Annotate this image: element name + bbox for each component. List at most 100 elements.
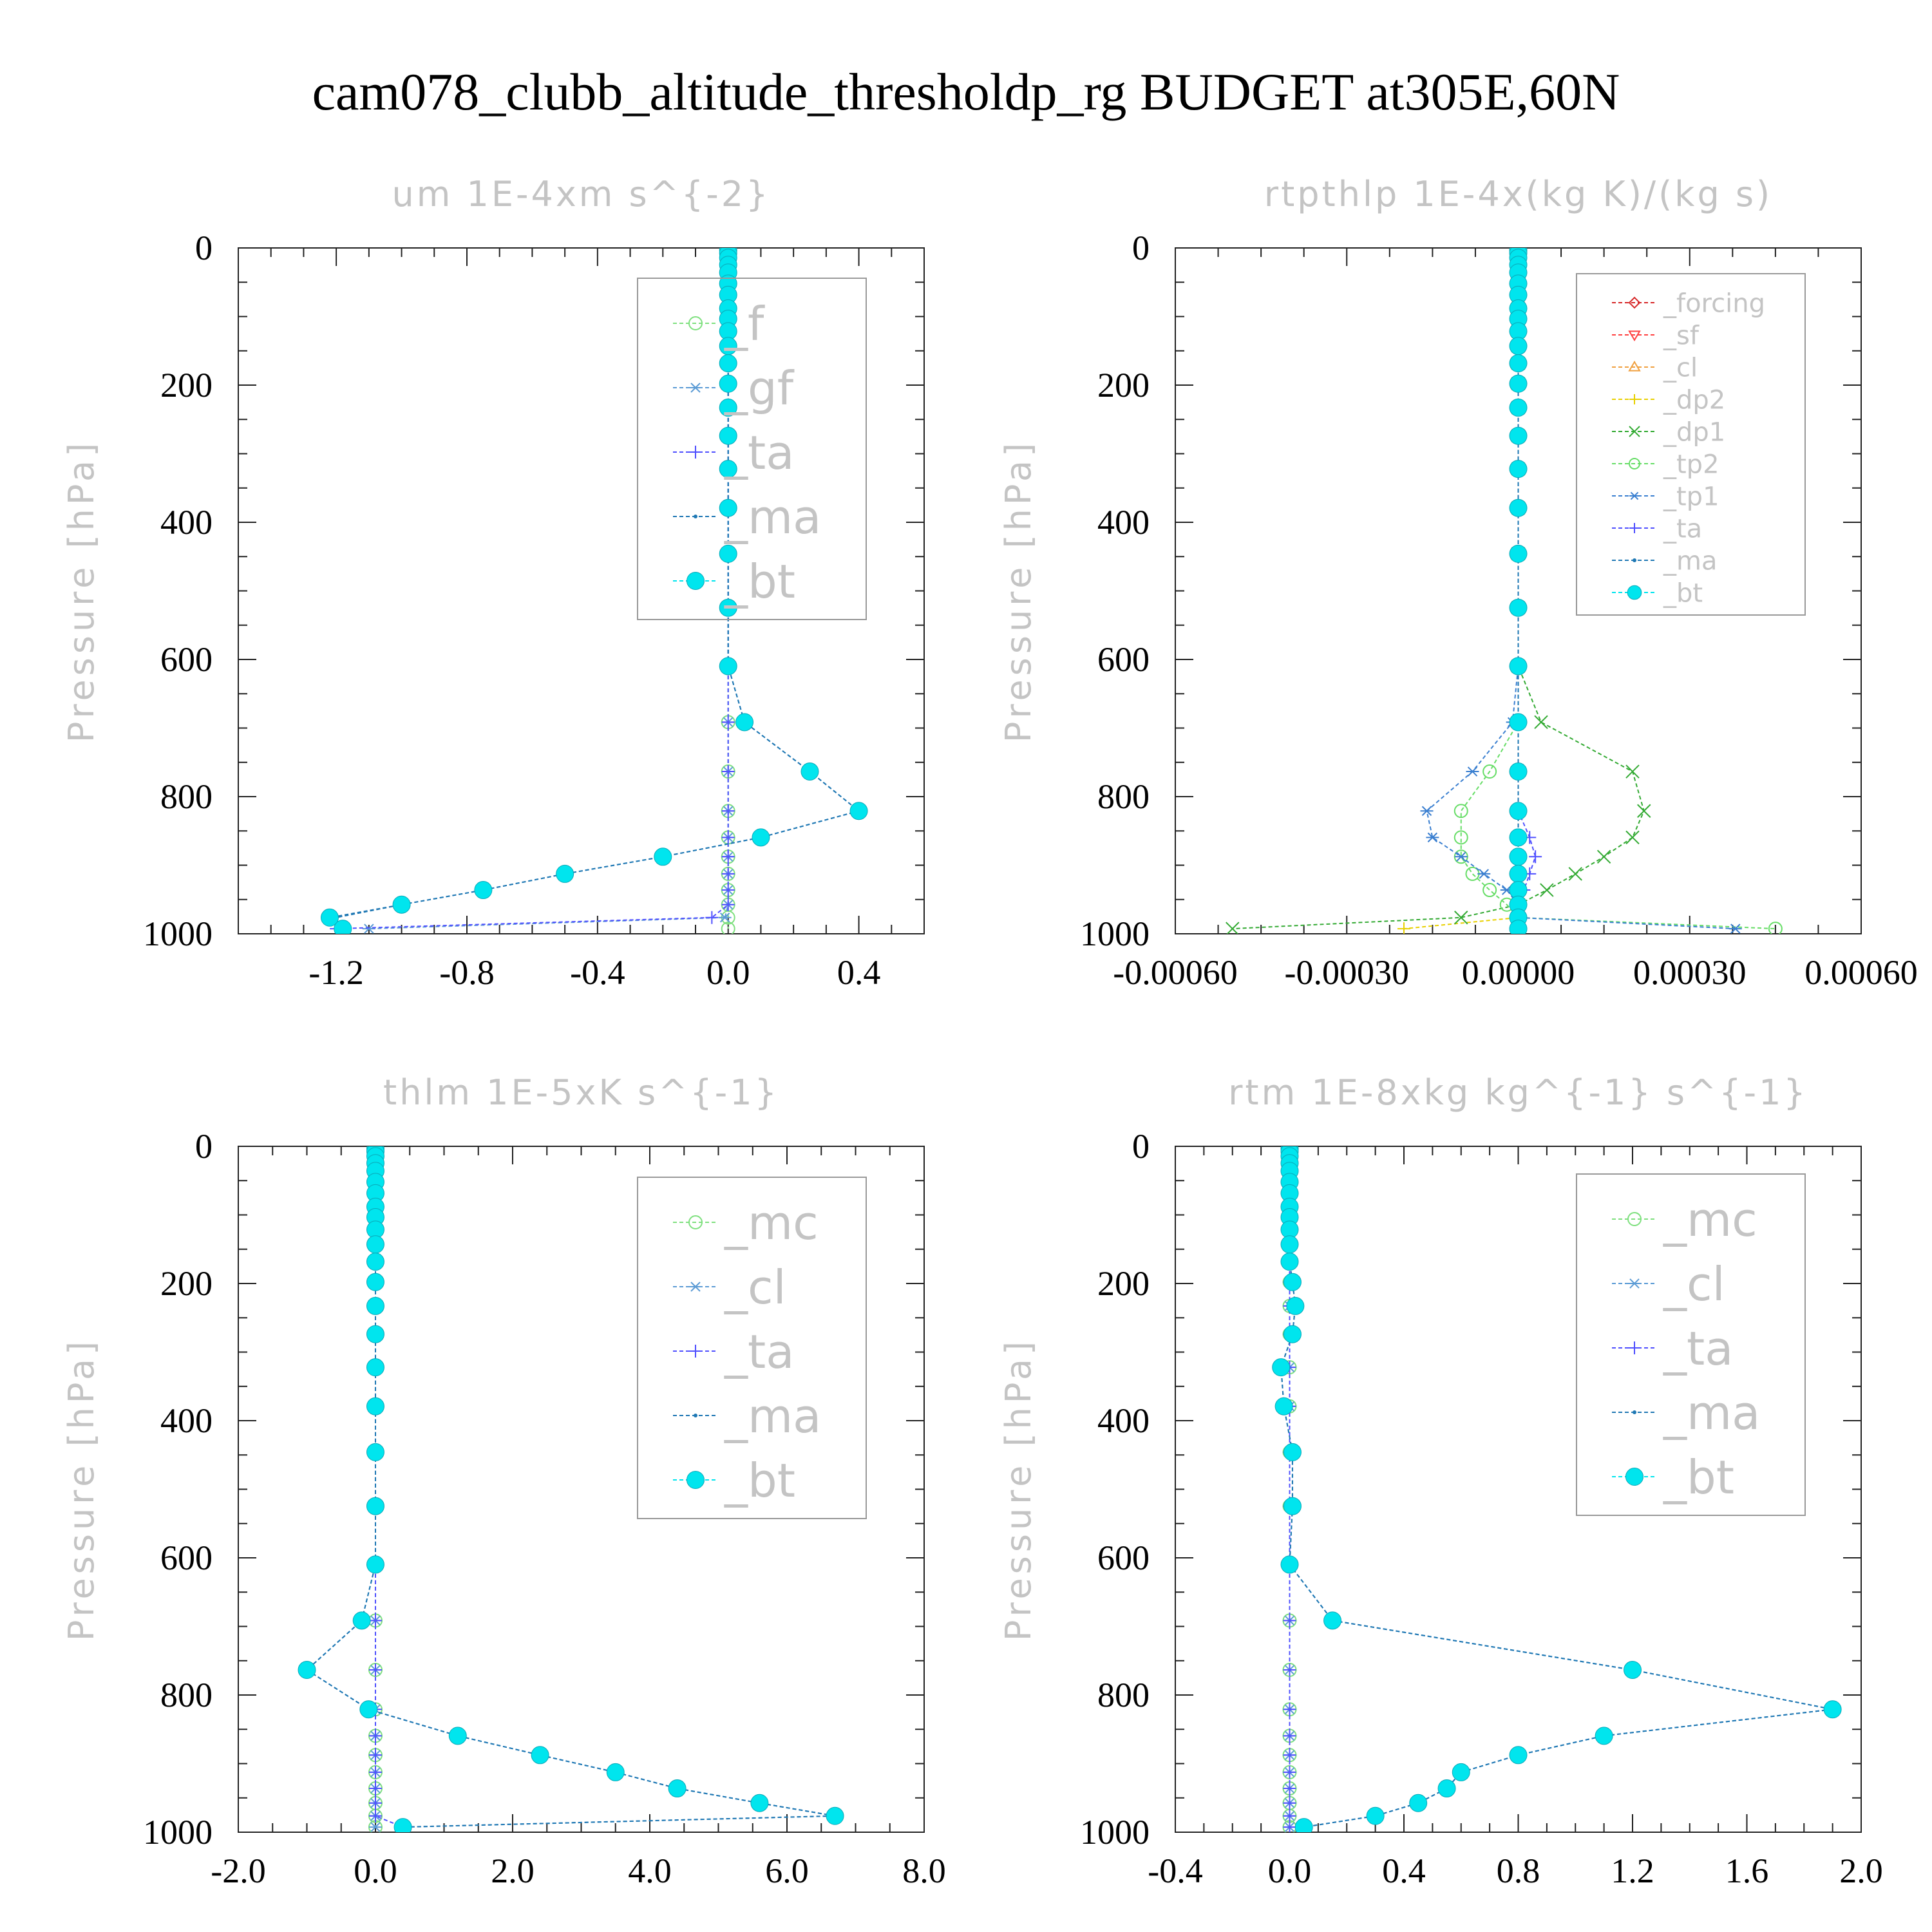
point_bt	[668, 1779, 687, 1798]
legend-marker	[688, 1215, 703, 1229]
point_bt	[1323, 1611, 1342, 1630]
y-tick-label: 600	[1097, 640, 1150, 679]
point_bt	[719, 544, 737, 563]
x-tick-label: 0.0	[706, 953, 750, 992]
point_tp1	[1466, 766, 1479, 777]
legend-label: _ma	[1663, 546, 1717, 576]
point_bt	[1283, 1497, 1302, 1515]
y-axis-label: Pressure [hPa]	[998, 439, 1039, 743]
point_bt	[1509, 713, 1528, 732]
legend-marker	[689, 1282, 702, 1292]
legend-box	[637, 1177, 867, 1519]
legend-label: _ma	[724, 1389, 821, 1443]
point_bt	[654, 848, 672, 866]
x-tick-label: 0.8	[1497, 1852, 1540, 1890]
x-tick-label: 0.00000	[1462, 953, 1575, 992]
point_bt	[1509, 374, 1528, 393]
point_bt	[826, 1806, 844, 1825]
y-tick-label: 400	[160, 503, 213, 542]
legend-label: _dp2	[1663, 385, 1725, 415]
point_ta	[721, 831, 735, 844]
x-tick-label: 0.0	[354, 1852, 397, 1890]
legend-marker	[689, 383, 702, 393]
point_ta	[369, 1796, 382, 1810]
point_dp1	[1534, 715, 1548, 730]
page-title: cam078_clubb_altitude_thresholdp_rg BUDG…	[312, 62, 1620, 121]
legend-label: _ta	[724, 426, 794, 480]
point_dp1	[1637, 804, 1651, 818]
y-tick-label: 800	[160, 1676, 213, 1714]
legend-marker	[689, 1345, 702, 1358]
point_tp2	[1454, 804, 1468, 819]
point_bt	[531, 1746, 549, 1765]
point_tp1	[1477, 869, 1491, 879]
legend-label: _sf	[1663, 321, 1700, 350]
point_ta	[1283, 1663, 1296, 1677]
point_bt	[392, 895, 411, 914]
point_dp1	[1568, 867, 1582, 881]
point_bt	[1509, 864, 1528, 883]
point_tp2	[1454, 830, 1468, 845]
point_ta	[369, 1663, 382, 1677]
y-tick-label: 0	[195, 229, 213, 267]
point_bt	[719, 398, 737, 417]
point_bt	[1509, 426, 1528, 445]
point_ta	[369, 1765, 382, 1779]
y-tick-label: 200	[160, 366, 213, 404]
point_ta	[1283, 1821, 1296, 1832]
series-line_ta	[336, 250, 729, 930]
legend-marker	[694, 1414, 697, 1417]
point_bt	[1509, 657, 1528, 676]
point_bt	[1272, 1358, 1291, 1377]
x-tick-label: -1.2	[308, 953, 363, 992]
point_ta	[1529, 850, 1542, 864]
legend-label: _tp1	[1663, 482, 1719, 511]
legend-label: _ta	[1663, 514, 1702, 544]
y-tick-label: 600	[160, 640, 213, 679]
point_bt	[321, 908, 339, 927]
point_bt	[1283, 1443, 1302, 1461]
x-tick-label: 1.2	[1611, 1852, 1654, 1890]
legend-box	[1576, 1173, 1806, 1516]
legend-label: _ta	[1663, 1321, 1733, 1376]
legend-label: _cl	[1663, 353, 1698, 383]
legend-marker	[1629, 426, 1640, 437]
legend-label: _bt	[724, 554, 795, 609]
point_tp1	[1426, 832, 1439, 843]
point_ta	[1283, 1729, 1296, 1743]
point_bt	[1509, 802, 1528, 820]
point_bt	[1366, 1806, 1385, 1825]
point_tp1	[1420, 806, 1434, 816]
legend-marker	[1629, 523, 1640, 533]
point_ta	[369, 1809, 382, 1823]
legend-marker	[687, 1471, 705, 1489]
point_ta	[1283, 1809, 1296, 1823]
point_ta	[721, 867, 735, 880]
x-tick-label: 0.0	[1268, 1852, 1312, 1890]
x-tick-label: 1.6	[1725, 1852, 1769, 1890]
legend-label: _cl	[724, 1260, 786, 1314]
series-line_dp1	[1232, 250, 1645, 930]
y-tick-label: 200	[1097, 366, 1150, 404]
y-tick-label: 600	[160, 1539, 213, 1577]
chart-panels: um 1E-4xm s^{-2} Pressure [hPa] 0 200 400 600…	[61, 174, 1918, 1890]
legend-marker	[687, 572, 705, 590]
legend-marker	[1633, 1410, 1636, 1414]
plot-frame	[238, 247, 925, 934]
y-tick-label: 400	[1097, 1401, 1150, 1440]
x-tick-label: -0.00030	[1285, 953, 1409, 992]
point_bt	[1509, 460, 1528, 478]
point_bt	[1509, 598, 1528, 617]
legend-label: _bt	[1663, 1450, 1734, 1504]
chart-panel-4: rtm 1E-8xkg kg^{-1} s^{-1} Pressure [hPa]…	[998, 1072, 1883, 1890]
point_bt	[849, 802, 868, 820]
point_ta	[721, 884, 735, 897]
legend-label: _bt	[1663, 578, 1703, 608]
point_bt	[1509, 920, 1528, 934]
point_ta	[721, 715, 735, 729]
point_bt	[1280, 1235, 1299, 1254]
point_ta	[1283, 1748, 1296, 1762]
point_bt	[1280, 1253, 1299, 1271]
x-tick-label: 0.4	[837, 953, 881, 992]
